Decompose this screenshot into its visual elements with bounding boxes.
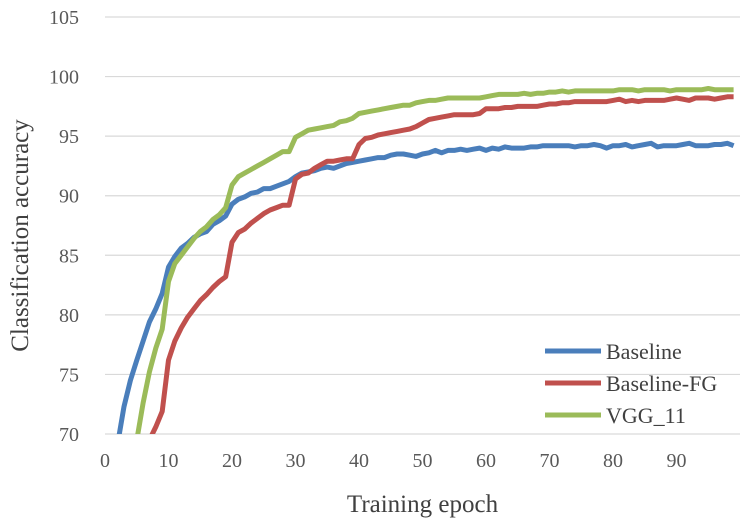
y-axis-title: Classification accuracy: [7, 119, 34, 352]
y-tick-label: 90: [59, 186, 79, 208]
y-tick-label: 80: [59, 305, 79, 327]
x-tick-label: 80: [603, 450, 623, 472]
x-axis-title: Training epoch: [347, 491, 499, 518]
legend: Baseline Baseline-FG VGG_11: [545, 339, 717, 428]
x-tick-label: 60: [476, 450, 496, 472]
x-tick-label: 90: [667, 450, 687, 472]
y-tick-label: 95: [59, 126, 79, 148]
x-tick-label: 10: [159, 450, 179, 472]
legend-label-baseline-fg: Baseline-FG: [606, 371, 717, 396]
grid-layer: [105, 16, 740, 435]
x-tick-label: 40: [349, 450, 369, 472]
y-tick-label: 75: [59, 364, 79, 386]
y-tick-label: 105: [49, 7, 79, 29]
x-tick-label: 0: [100, 450, 110, 472]
y-tick-label: 85: [59, 245, 79, 267]
x-tick-label: 70: [540, 450, 560, 472]
legend-label-baseline: Baseline: [606, 339, 682, 364]
x-tick-label: 50: [413, 450, 433, 472]
series-line-vgg-11: [135, 86, 734, 434]
y-tick-label: 70: [59, 424, 79, 446]
series-line-baseline-fg: [149, 94, 734, 434]
series-line-baseline: [116, 140, 735, 434]
series-layer: [116, 86, 735, 434]
legend-label-vgg-11: VGG_11: [606, 403, 686, 428]
x-tick-label: 30: [286, 450, 306, 472]
y-tick-label: 100: [49, 67, 79, 89]
x-tick-label: 20: [222, 450, 242, 472]
tick-layer: 70 75 80 85 90 95 100 105 0 10 20 30 40 50 60 70 80 90: [49, 7, 687, 472]
